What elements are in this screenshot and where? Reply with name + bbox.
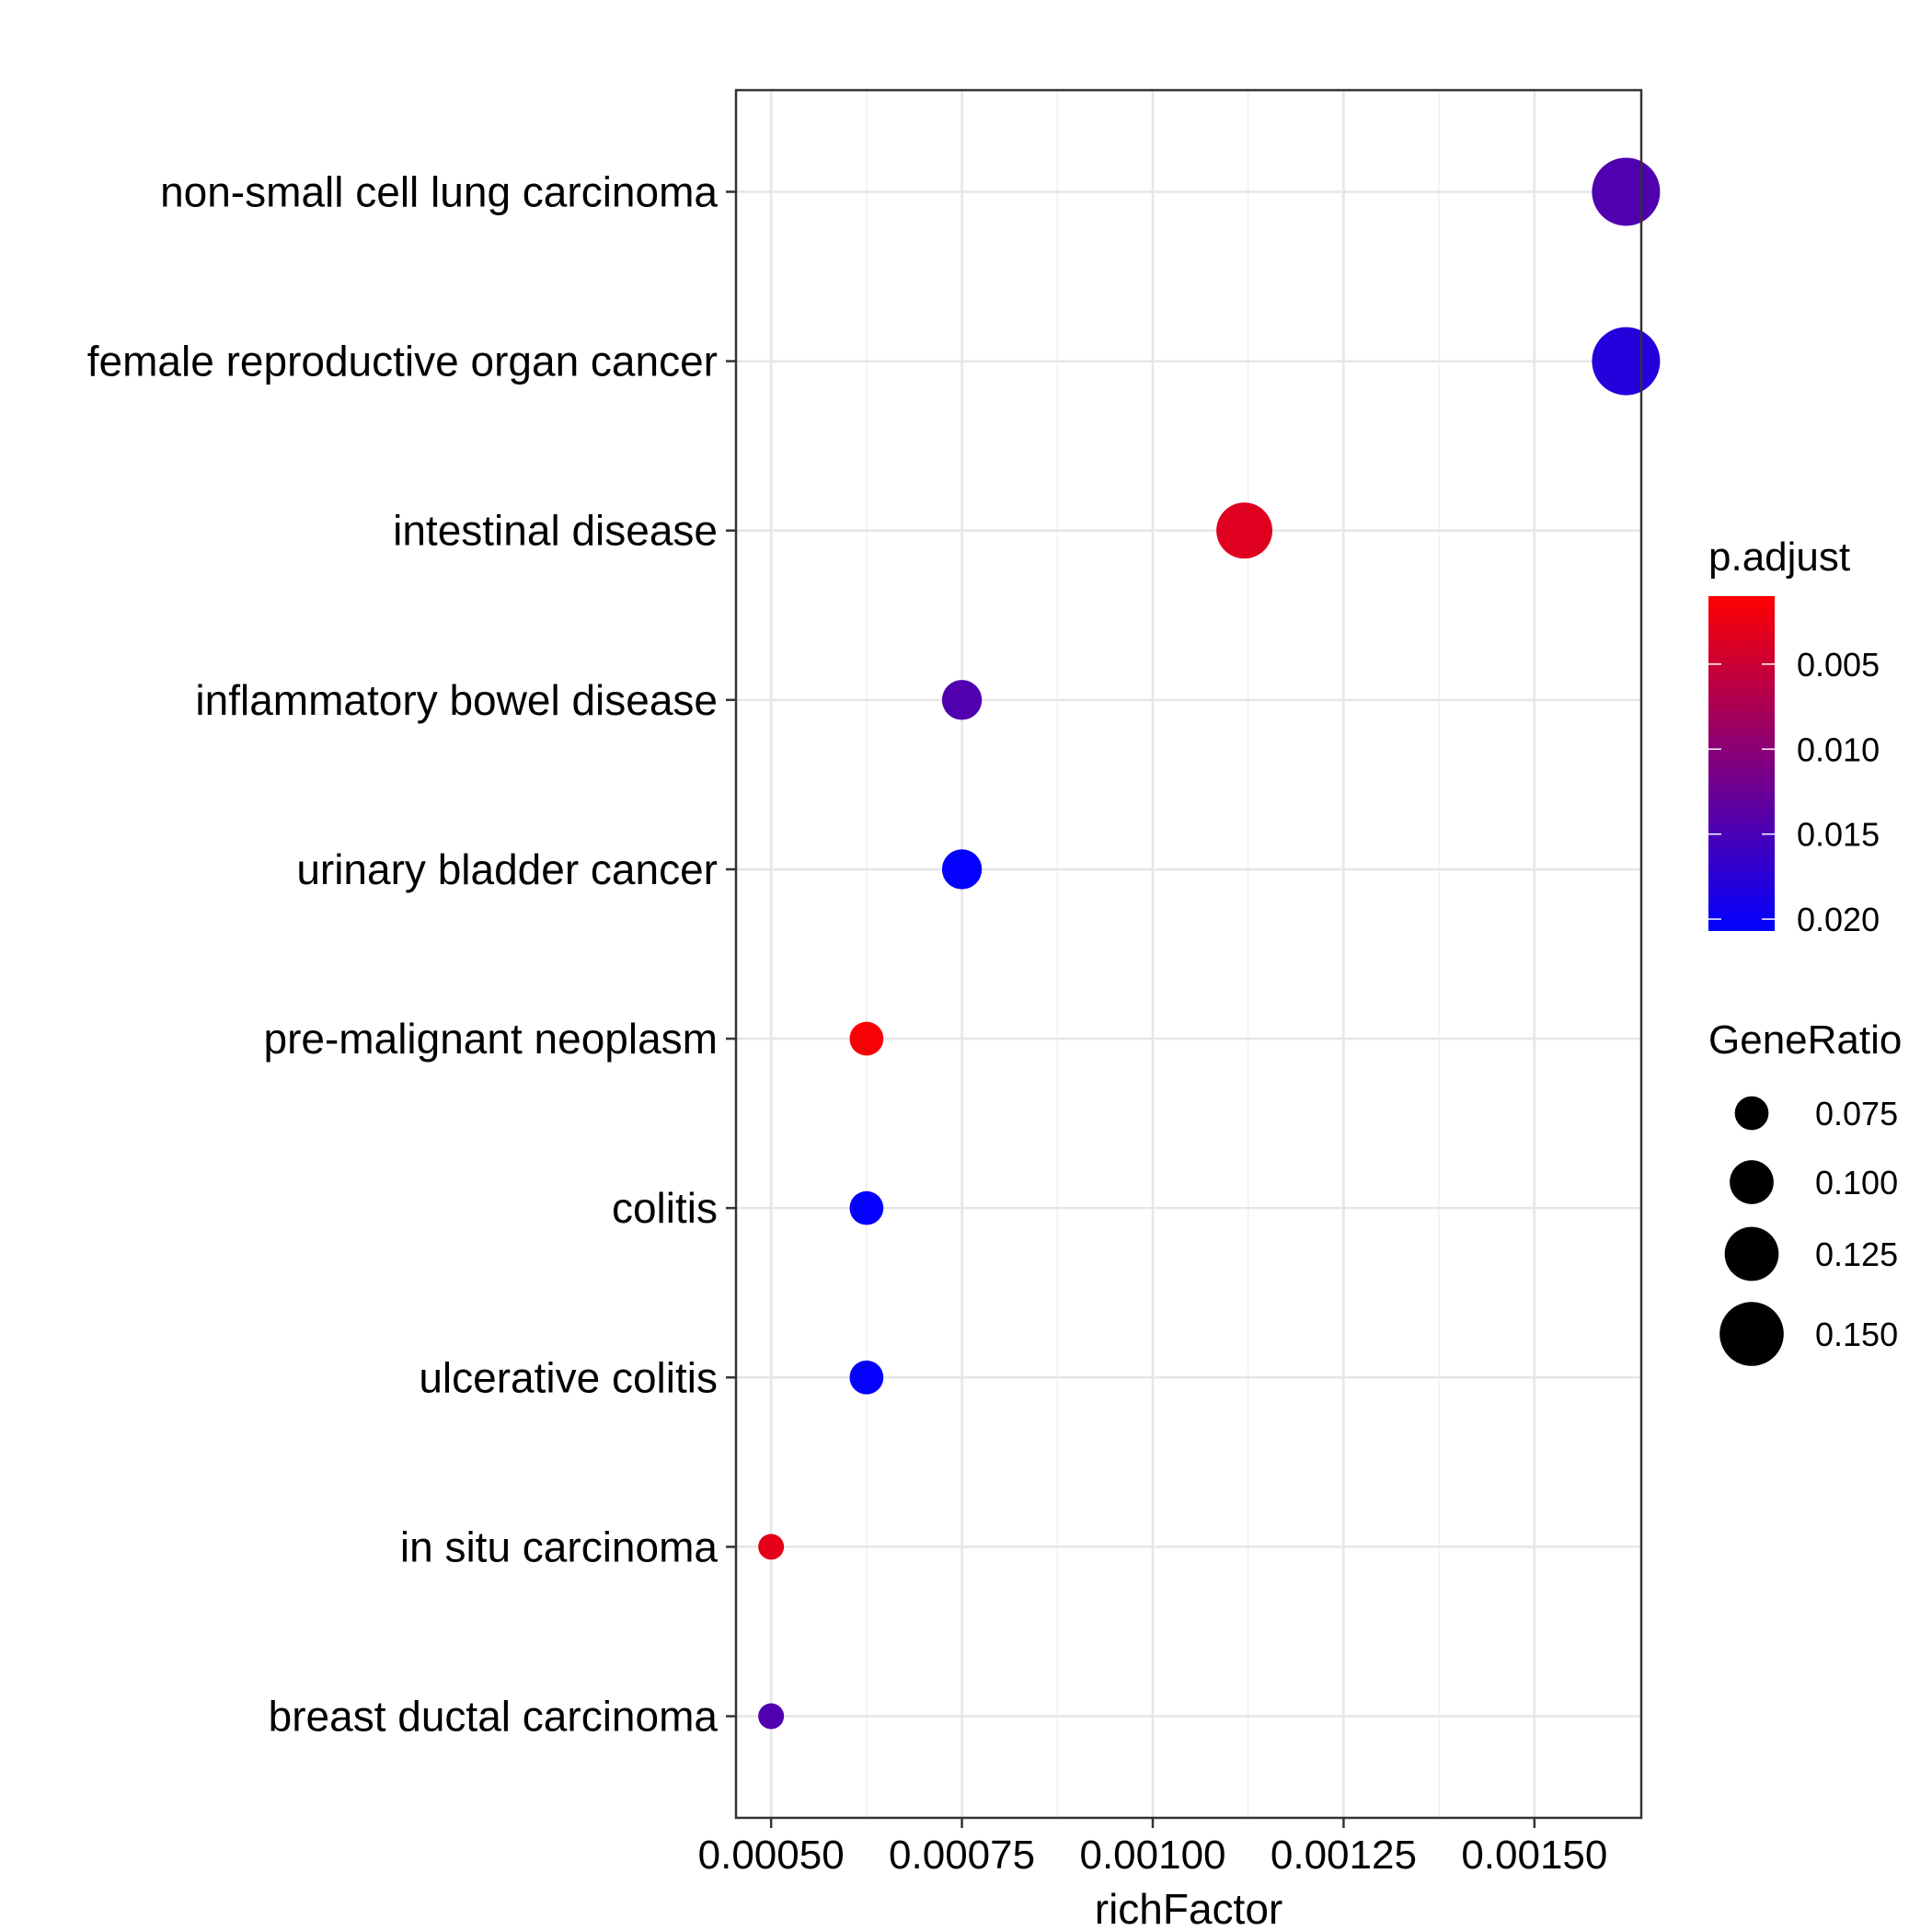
size-legend-key [1734,1096,1769,1131]
y-tick-label: inflammatory bowel disease [195,676,718,724]
size-legend-label: 0.075 [1815,1095,1898,1132]
y-tick-label: colitis [612,1184,718,1232]
data-point [1592,157,1661,226]
axes: non-small cell lung carcinoma female repr… [87,167,1608,1878]
color-legend-label: 0.015 [1797,816,1880,854]
x-tick-label: 0.00125 [1271,1833,1417,1878]
y-tick-label: non-small cell lung carcinoma [160,167,718,215]
size-legend-key [1724,1226,1779,1282]
data-point [758,1534,785,1560]
y-tick-label: urinary bladder cancer [296,845,718,893]
data-point [849,1360,884,1395]
x-tick-label: 0.00050 [698,1833,845,1878]
y-tick-label: intestinal disease [393,507,718,555]
y-tick-label: ulcerative colitis [419,1353,718,1401]
size-legend-key [1730,1160,1774,1204]
x-tick-label: 0.00100 [1079,1833,1225,1878]
data-point [758,1703,785,1730]
data-point [1592,327,1661,396]
color-legend-bar [1708,596,1775,931]
data-point [1216,502,1272,559]
size-legend-label: 0.125 [1815,1236,1898,1273]
data-point [941,680,983,720]
size-legend-label: 0.100 [1815,1164,1898,1201]
x-tick-label: 0.00150 [1461,1833,1607,1878]
y-tick-label: in situ carcinoma [400,1523,719,1570]
color-legend-label: 0.010 [1797,730,1880,768]
data-point [849,1021,884,1056]
x-tick-label: 0.00075 [889,1833,1035,1878]
gridlines [736,90,1641,1818]
size-legend-label: 0.150 [1815,1316,1898,1353]
y-tick-label: breast ductal carcinoma [269,1693,719,1741]
plot-panel-border [734,88,1643,1820]
color-legend-label: 0.020 [1797,901,1880,938]
y-tick-label: pre-malignant neoplasm [264,1015,719,1063]
data-point [849,1190,884,1225]
x-axis-title: richFactor [1095,1885,1282,1931]
color-legend-title: p.adjust [1708,534,1850,580]
size-legend-key [1719,1302,1784,1366]
color-legend-label: 0.005 [1797,646,1880,684]
data-point [941,849,983,890]
size-legend-title: GeneRatio [1708,1017,1902,1063]
legends: p.adjust 0.005 0.010 0.015 0.020 GeneRatio 0.0… [1708,534,1902,1366]
y-tick-label: female reproductive organ cancer [87,338,718,385]
data-points [758,157,1661,1730]
